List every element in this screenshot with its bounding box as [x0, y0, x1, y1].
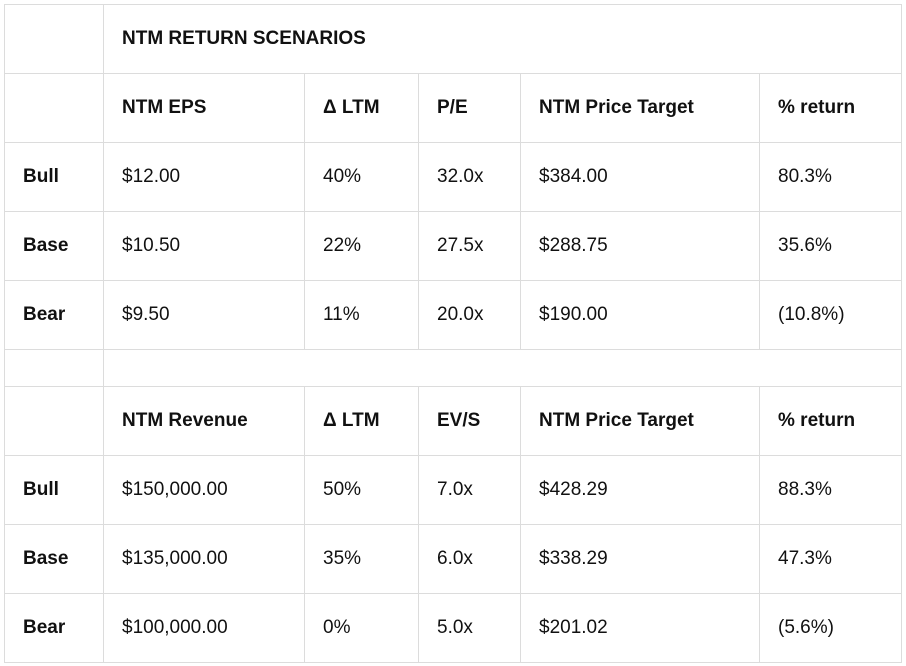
corner-cell: [4, 4, 104, 74]
table-cell: 88.3%: [758, 455, 903, 525]
spacer-row: [4, 349, 903, 387]
column-header: EV/S: [418, 386, 521, 456]
table-cell: 7.0x: [418, 455, 521, 525]
return-scenarios-table: NTM RETURN SCENARIOS NTM EPS Δ LTM P/E N…: [4, 4, 903, 663]
column-header: % return: [758, 73, 903, 143]
table-cell: $10.50: [103, 211, 305, 281]
table-cell: 6.0x: [418, 524, 521, 594]
spacer-cell: [4, 349, 104, 387]
spacer-cell: [102, 349, 903, 387]
table-cell: $338.29: [520, 524, 760, 594]
table-cell: $384.00: [520, 142, 760, 212]
table-cell: 22%: [304, 211, 419, 281]
row-label: Base: [4, 524, 104, 594]
column-header: NTM Price Target: [520, 386, 760, 456]
row-label: Bear: [4, 280, 104, 350]
table-cell: 0%: [304, 593, 419, 663]
table-cell: (5.6%): [758, 593, 903, 663]
table-cell: $9.50: [103, 280, 305, 350]
column-header: P/E: [418, 73, 521, 143]
table-cell: $12.00: [103, 142, 305, 212]
table-cell: $288.75: [520, 211, 760, 281]
eps-header-row: NTM EPS Δ LTM P/E NTM Price Target % ret…: [4, 73, 903, 143]
column-header: Δ LTM: [304, 73, 419, 143]
table-cell: 32.0x: [418, 142, 521, 212]
column-header: Δ LTM: [304, 386, 419, 456]
table-row: Bull $12.00 40% 32.0x $384.00 80.3%: [4, 142, 903, 212]
row-label: Bear: [4, 593, 104, 663]
table-cell: $100,000.00: [103, 593, 305, 663]
title-row: NTM RETURN SCENARIOS: [4, 4, 903, 74]
table-row: Base $135,000.00 35% 6.0x $338.29 47.3%: [4, 524, 903, 594]
table-row: Base $10.50 22% 27.5x $288.75 35.6%: [4, 211, 903, 281]
table-row: Bear $100,000.00 0% 5.0x $201.02 (5.6%): [4, 593, 903, 663]
revenue-header-row: NTM Revenue Δ LTM EV/S NTM Price Target …: [4, 386, 903, 456]
table-cell: 27.5x: [418, 211, 521, 281]
column-header: % return: [758, 386, 903, 456]
table-cell: 47.3%: [758, 524, 903, 594]
table-cell: 35.6%: [758, 211, 903, 281]
table-cell: $201.02: [520, 593, 760, 663]
column-header: NTM EPS: [103, 73, 305, 143]
table-title: NTM RETURN SCENARIOS: [102, 4, 903, 74]
table-cell: 11%: [304, 280, 419, 350]
table-cell: $428.29: [520, 455, 760, 525]
table-cell: 40%: [304, 142, 419, 212]
row-label: Bull: [4, 142, 104, 212]
table-cell: 80.3%: [758, 142, 903, 212]
table-row: Bull $150,000.00 50% 7.0x $428.29 88.3%: [4, 455, 903, 525]
table-cell: 5.0x: [418, 593, 521, 663]
row-label: Bull: [4, 455, 104, 525]
column-header: NTM Revenue: [103, 386, 305, 456]
row-label: Base: [4, 211, 104, 281]
table-cell: $135,000.00: [103, 524, 305, 594]
table-cell: 20.0x: [418, 280, 521, 350]
table-cell: 35%: [304, 524, 419, 594]
row-label-cell: [4, 386, 104, 456]
table-cell: (10.8%): [758, 280, 903, 350]
table-cell: 50%: [304, 455, 419, 525]
table-cell: $190.00: [520, 280, 760, 350]
row-label-cell: [4, 73, 104, 143]
table-cell: $150,000.00: [103, 455, 305, 525]
table-row: Bear $9.50 11% 20.0x $190.00 (10.8%): [4, 280, 903, 350]
column-header: NTM Price Target: [520, 73, 760, 143]
